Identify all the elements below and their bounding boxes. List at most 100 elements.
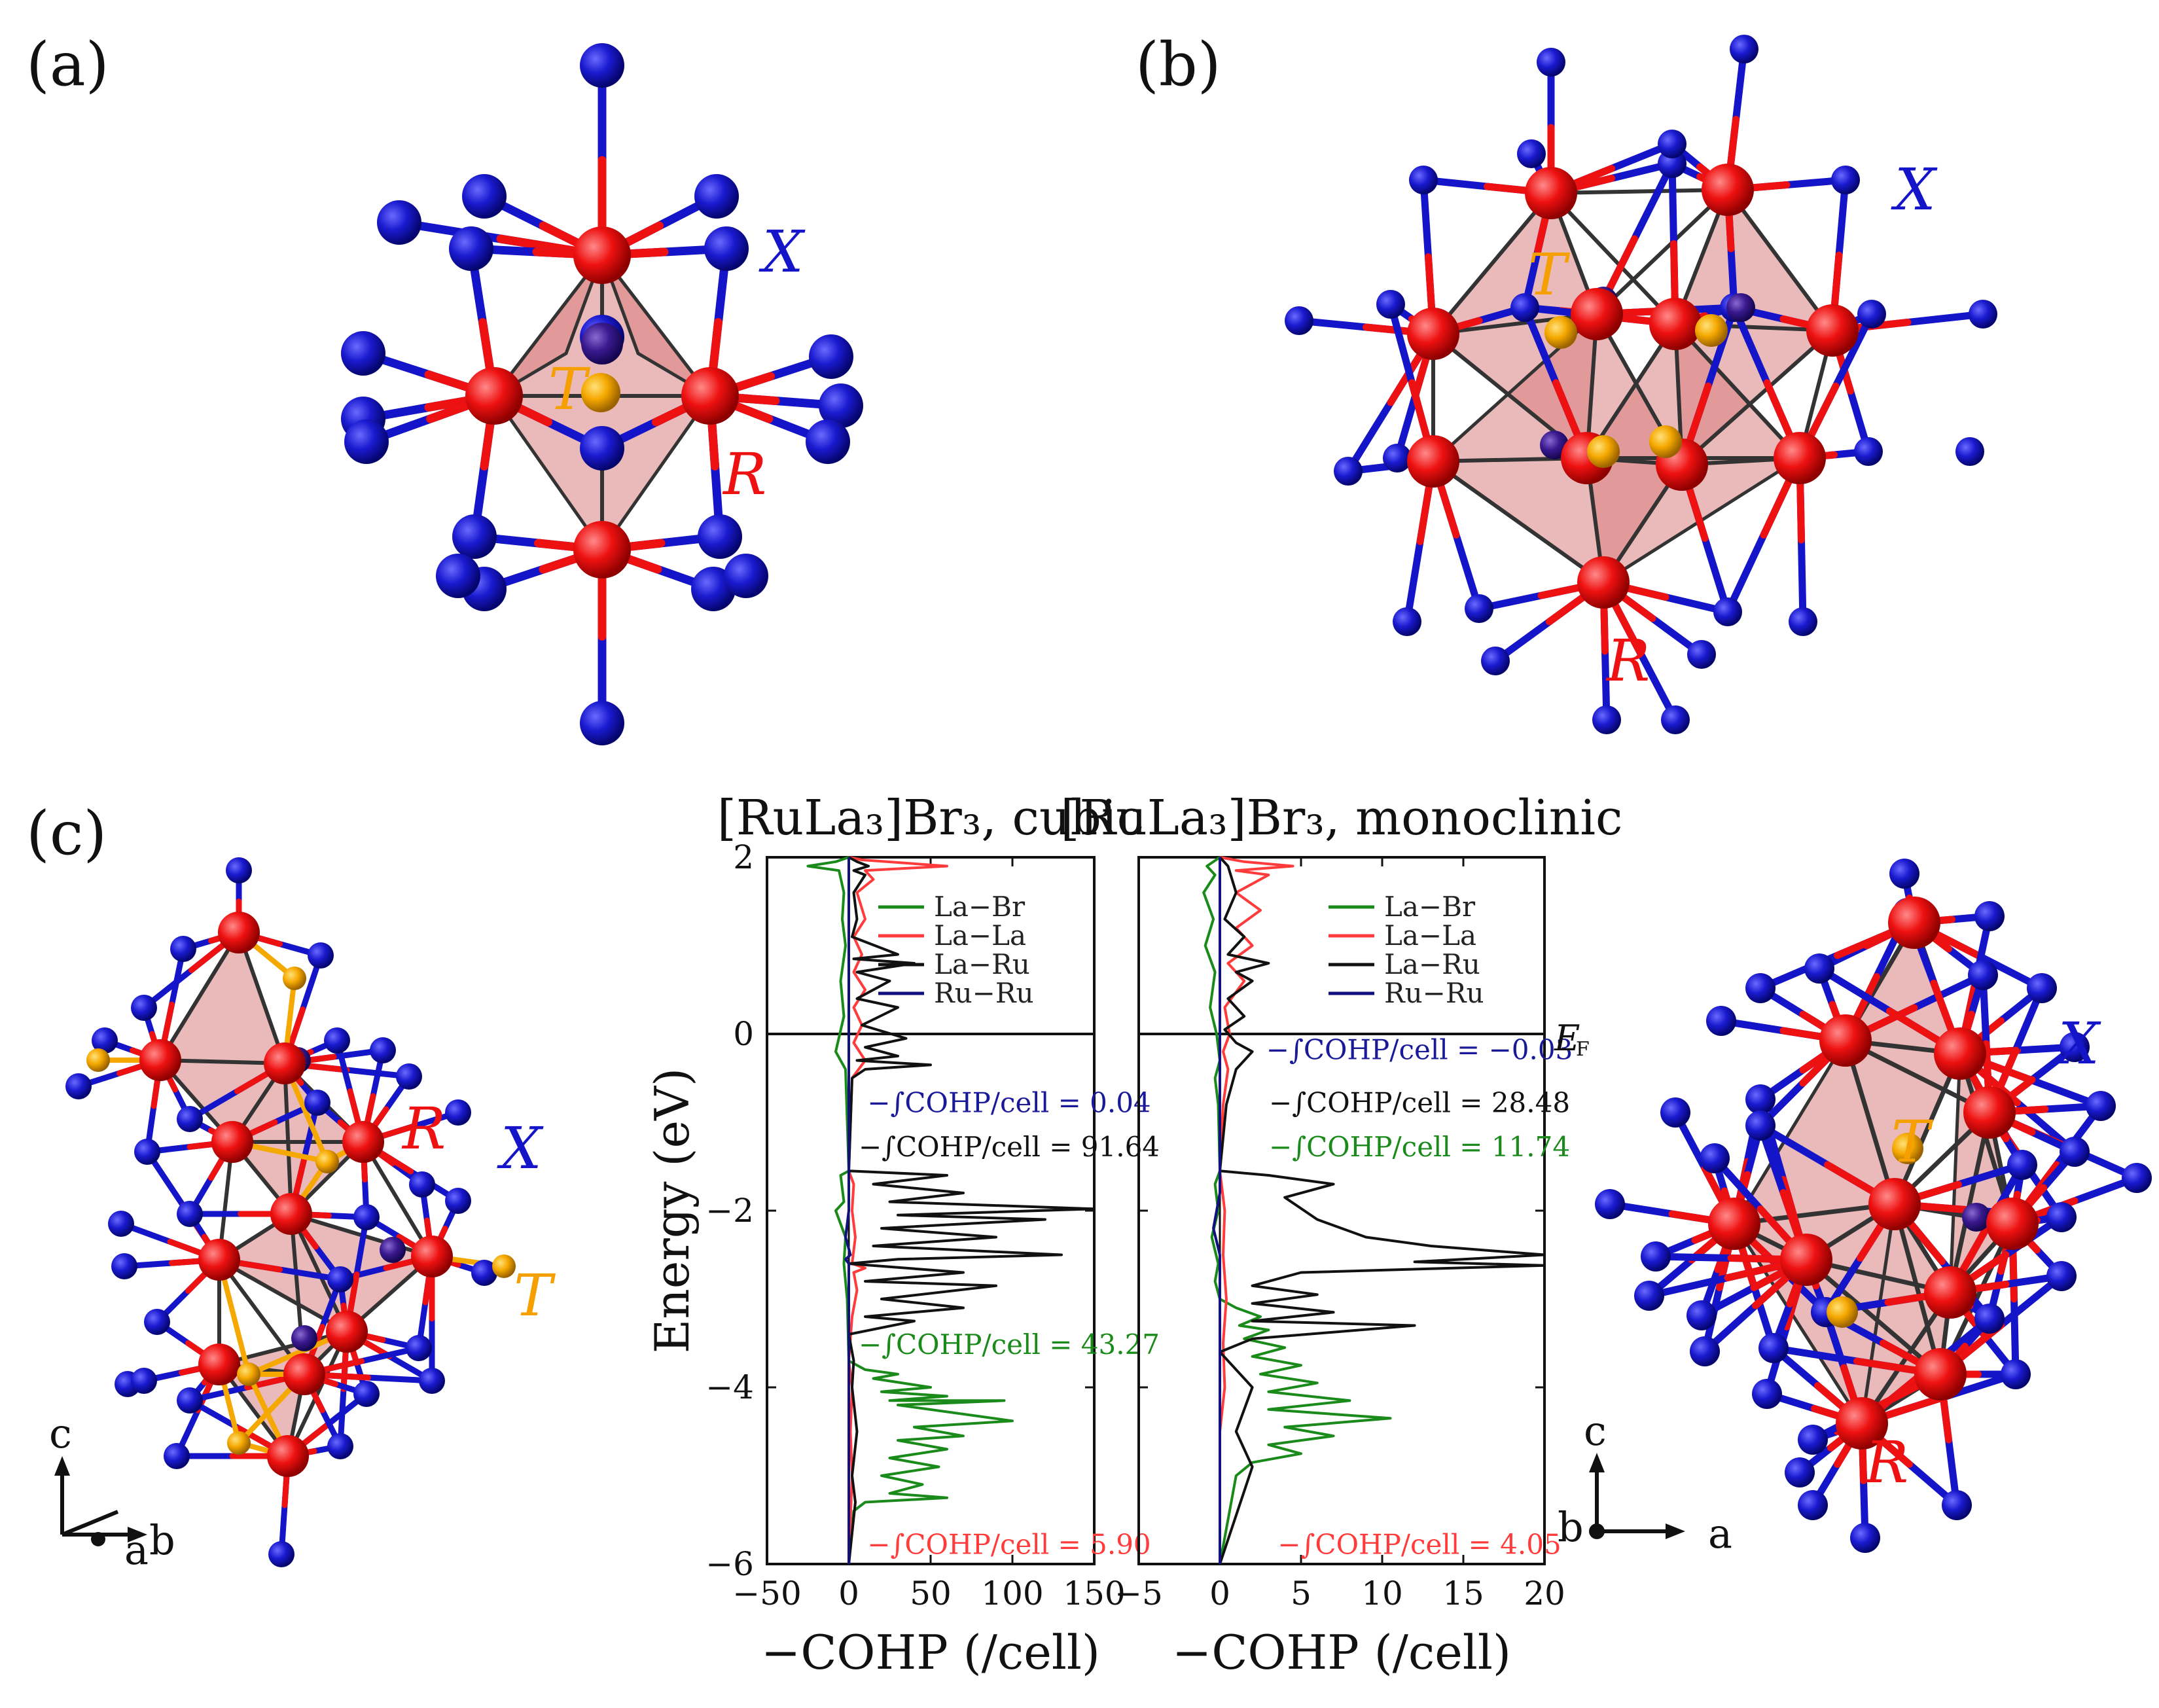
X-atom xyxy=(177,1387,203,1414)
x-tick-label: 15 xyxy=(1442,1575,1484,1612)
X-atom xyxy=(341,331,385,376)
X-atom xyxy=(694,174,739,219)
fermi-subscript: F xyxy=(1576,1038,1590,1061)
series-line-labr xyxy=(806,856,1014,1565)
T-atom xyxy=(283,967,306,990)
X-atom xyxy=(327,1433,353,1459)
fermi-level-label: E F xyxy=(1554,1018,1590,1061)
T-atom xyxy=(315,1150,339,1173)
X-atom xyxy=(452,514,497,559)
chart-title: [RuLa₃]Br₃, monoclinic xyxy=(1061,790,1623,846)
legend-label: La−Br xyxy=(934,891,1026,923)
y-tick-label: −6 xyxy=(705,1545,754,1583)
x-tick-label: 50 xyxy=(910,1575,952,1612)
X-atom xyxy=(304,1090,330,1116)
X-atom xyxy=(1393,607,1421,636)
R-atom xyxy=(218,912,260,953)
X-atom xyxy=(177,1106,203,1132)
X-atom xyxy=(809,334,853,379)
X-atom xyxy=(445,1188,471,1214)
X-atom xyxy=(1831,166,1860,194)
axis-a-right: a xyxy=(1708,1510,1732,1557)
legend-label: La−Br xyxy=(1384,891,1476,923)
series-line-labr xyxy=(1202,856,1392,1565)
T-atom xyxy=(1695,314,1728,347)
bond xyxy=(289,1212,349,1334)
T-atom-behind xyxy=(1726,293,1755,322)
X-atom xyxy=(1745,1084,1775,1114)
bond xyxy=(217,1330,349,1366)
X-atom xyxy=(226,857,252,883)
R-atom xyxy=(1407,435,1459,488)
T-atom-behind xyxy=(1540,431,1569,459)
R-atom xyxy=(1577,556,1630,609)
panel-label-a: (a) xyxy=(26,29,109,99)
label-R-b: R xyxy=(1605,627,1650,694)
X-atom xyxy=(1634,1281,1664,1311)
x-tick-label: −50 xyxy=(732,1575,802,1612)
R-atom xyxy=(1774,432,1826,484)
X-atom xyxy=(308,942,334,969)
integrated-cohp-annotation: −∫COHP/cell = 5.90 xyxy=(867,1528,1151,1560)
R-atom xyxy=(1649,298,1702,350)
X-atom xyxy=(1285,306,1313,335)
legend-label: La−La xyxy=(934,919,1026,952)
fermi-E: E xyxy=(1554,1018,1580,1059)
chart-title: [RuLa₃]Br₃, cubic xyxy=(717,790,1144,846)
bond xyxy=(1549,188,1730,195)
X-atom xyxy=(396,1063,422,1090)
bond xyxy=(1726,188,1834,332)
X-atom xyxy=(1968,960,1998,990)
x-axis-title: −COHP (/cell) xyxy=(761,1625,1100,1680)
X-atom xyxy=(1661,705,1690,734)
X-atom xyxy=(1850,1523,1880,1553)
X-atom xyxy=(1798,1425,1828,1455)
R-atom xyxy=(573,226,631,284)
T-atom xyxy=(1892,1133,1923,1164)
R-atom xyxy=(1571,288,1623,340)
integrated-cohp-annotation: −∫COHP/cell = 28.48 xyxy=(1269,1086,1570,1118)
x-tick-label: 20 xyxy=(1524,1575,1565,1612)
X-atom xyxy=(1409,166,1438,194)
X-atom xyxy=(2122,1163,2152,1193)
X-atom xyxy=(1592,705,1621,734)
legend-label: Ru−Ru xyxy=(934,977,1034,1009)
octahedron-face xyxy=(493,254,604,398)
series-line-ruru xyxy=(844,857,852,1564)
bond xyxy=(1431,191,1553,336)
X-atom xyxy=(2027,973,2057,1003)
x-tick-label: 150 xyxy=(1063,1575,1125,1612)
X-atom xyxy=(1974,901,2005,931)
legend-label: La−Ru xyxy=(1384,948,1480,980)
T-atom xyxy=(1544,316,1577,349)
X-atom xyxy=(353,1381,380,1407)
X-atom xyxy=(436,554,480,598)
X-atom xyxy=(2046,1261,2077,1291)
crystal-structure-monoclinic xyxy=(1595,859,2152,1553)
R-atom xyxy=(1819,1014,1872,1067)
X-atom xyxy=(170,936,196,962)
bond xyxy=(1549,191,1677,326)
X-atom xyxy=(462,174,507,219)
axis-a-left: a xyxy=(124,1526,149,1574)
X-atom xyxy=(1745,1111,1775,1141)
R-atom xyxy=(1806,304,1859,357)
X-atom xyxy=(445,1099,471,1126)
X-atom xyxy=(1804,953,1834,984)
axes-indicator-right: c b a xyxy=(1558,1407,1732,1557)
bond xyxy=(1431,459,1605,584)
x-tick-label: 100 xyxy=(981,1575,1043,1612)
R-atom xyxy=(283,1353,325,1395)
R-atom xyxy=(1888,897,1940,949)
T-atom xyxy=(581,373,620,412)
R-atom xyxy=(1780,1234,1832,1286)
R-atom xyxy=(139,1039,181,1081)
panel-label-c: (c) xyxy=(26,798,107,868)
series-line-ruru xyxy=(1212,857,1221,1564)
R-atom xyxy=(270,1193,312,1235)
label-X-b: X xyxy=(1891,156,1938,223)
R-atom xyxy=(211,1121,253,1163)
label-R-c-left: R xyxy=(401,1095,446,1162)
label-R-a: R xyxy=(722,440,766,508)
